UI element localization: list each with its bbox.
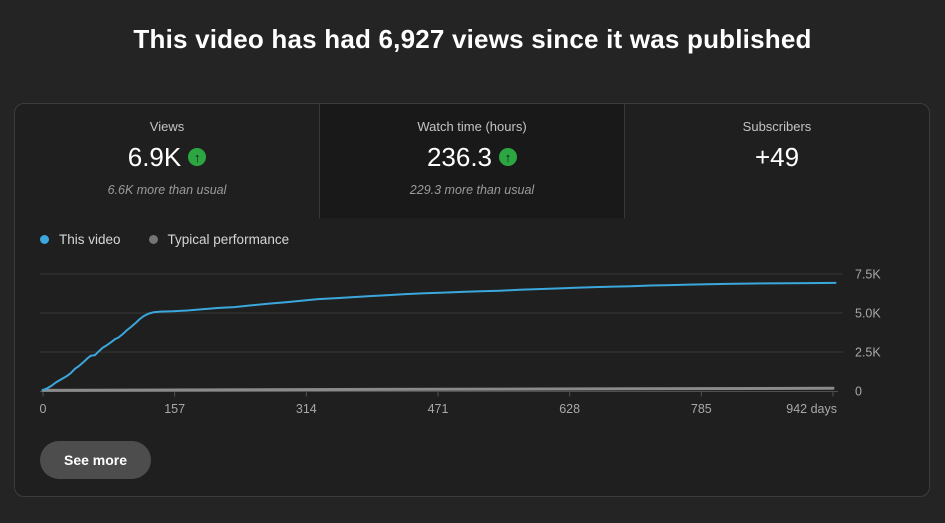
series-line xyxy=(41,386,835,392)
x-axis-label: 942 days xyxy=(786,402,837,416)
series-line xyxy=(42,281,837,392)
y-axis-label: 5.0K xyxy=(855,307,881,321)
legend-item-typical-performance: Typical performance xyxy=(148,232,290,247)
x-axis-label: 471 xyxy=(428,402,449,416)
up-arrow-icon: ↑ xyxy=(499,148,518,166)
legend-item-this-video: This video xyxy=(40,232,121,247)
page-title: This video has had 6,927 views since it … xyxy=(133,24,812,54)
tab-views-value: 6.9K xyxy=(127,141,182,172)
tab-views-note: 6.6K more than usual xyxy=(107,183,227,197)
tab-watch-time-note: 229.3 more than usual xyxy=(409,183,535,197)
x-axis-label: 157 xyxy=(164,402,185,416)
tab-subscribers-label: Subscribers xyxy=(742,119,812,134)
tab-watch-time[interactable]: Watch time (hours) 236.3 ↑ 229.3 more th… xyxy=(319,104,624,218)
y-axis-label: 7.5K xyxy=(855,268,881,282)
metric-tabs: Views 6.9K ↑ 6.6K more than usual Watch … xyxy=(15,104,929,218)
up-arrow-icon: ↑ xyxy=(188,148,207,166)
x-axis-label: 628 xyxy=(559,402,580,416)
tab-views[interactable]: Views 6.9K ↑ 6.6K more than usual xyxy=(15,104,319,218)
views-line-chart[interactable]: 0 2.5K 5.0K 7.5K 0 157 314 471 628 785 942 days xyxy=(15,256,929,428)
tab-views-label: Views xyxy=(149,119,185,134)
tab-subscribers-value: +49 xyxy=(754,141,800,172)
tab-subscribers[interactable]: Subscribers +49 xyxy=(624,104,929,218)
typical-performance-dot-icon xyxy=(148,235,158,244)
x-axis-label: 0 xyxy=(40,402,47,416)
tab-watch-time-value: 236.3 xyxy=(426,141,493,172)
chart-canvas[interactable]: 0 2.5K 5.0K 7.5K 0 157 314 471 628 785 942 days xyxy=(15,256,929,428)
y-axis-label: 0 xyxy=(855,385,862,399)
tab-watch-time-label: Watch time (hours) xyxy=(417,119,527,134)
y-axis-label: 2.5K xyxy=(855,346,881,360)
x-axis-label: 314 xyxy=(296,402,317,416)
chart-legend: This video Typical performance xyxy=(40,232,289,247)
legend-label: This video xyxy=(59,232,121,247)
x-axis-label: 785 xyxy=(691,402,712,416)
legend-label: Typical performance xyxy=(167,232,290,247)
analytics-card: Views 6.9K ↑ 6.6K more than usual Watch … xyxy=(14,103,930,497)
this-video-dot-icon xyxy=(40,235,49,244)
see-more-button[interactable]: See more xyxy=(40,441,152,479)
